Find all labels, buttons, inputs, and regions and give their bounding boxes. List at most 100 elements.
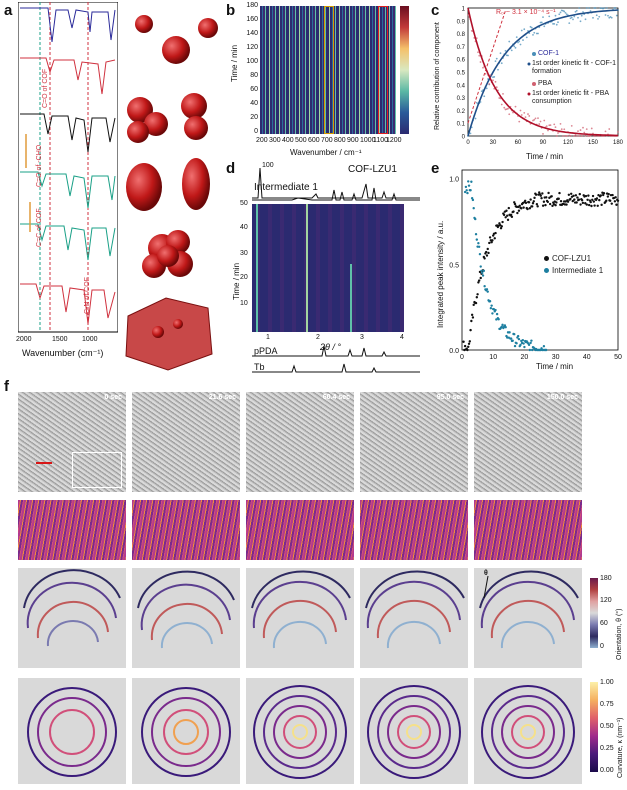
data-point-cof-lzu1 xyxy=(516,211,519,215)
stage-4-particles xyxy=(142,230,193,278)
y-axis-title: Time / min xyxy=(232,262,241,300)
legend-intermediate: Intermediate 1 xyxy=(544,266,603,275)
y-tick: 20 xyxy=(250,114,258,121)
data-point xyxy=(479,61,482,63)
data-point-cof-lzu1 xyxy=(547,191,550,195)
data-point xyxy=(469,132,472,135)
data-point xyxy=(475,101,478,104)
data-point-cof-lzu1 xyxy=(520,207,523,210)
y-tick-label: 0.9 xyxy=(457,19,466,25)
data-point xyxy=(533,118,536,121)
data-point xyxy=(563,128,566,131)
tick-label: 1500 xyxy=(52,336,68,343)
data-point-cof-lzu1 xyxy=(518,204,521,208)
data-point-intermediate xyxy=(466,191,469,195)
data-point xyxy=(603,7,606,9)
x-tick: 500 xyxy=(295,137,307,144)
data-point-intermediate xyxy=(481,274,485,277)
colorbar-tick: 60 xyxy=(600,620,608,627)
data-point xyxy=(569,135,572,137)
data-point-cof-lzu1 xyxy=(573,198,576,201)
time-label: 60.4 sec xyxy=(322,394,350,401)
data-point xyxy=(555,23,558,26)
curvature-map xyxy=(360,678,468,784)
curvature-map xyxy=(246,678,354,784)
x-tick: 1 xyxy=(266,334,270,341)
data-point-cof-lzu1 xyxy=(584,194,588,198)
data-point-cof-lzu1 xyxy=(576,196,579,199)
data-point xyxy=(579,20,582,23)
data-point-cof-lzu1 xyxy=(545,196,548,199)
data-point-cof-lzu1 xyxy=(512,210,515,213)
spectrum-1 xyxy=(20,7,116,43)
y-tick-label: 0.2 xyxy=(457,109,466,115)
data-point xyxy=(577,16,579,19)
panel-a: C=O of COF C=O of -CHO C=C of COF C-N of… xyxy=(16,2,228,378)
data-point-cof-lzu1 xyxy=(500,225,503,228)
data-point xyxy=(605,7,608,9)
data-point-cof-lzu1 xyxy=(477,279,481,282)
data-point xyxy=(500,62,503,65)
data-point-cof-lzu1 xyxy=(492,234,495,237)
data-point-cof-lzu1 xyxy=(493,237,496,240)
data-point xyxy=(513,45,516,48)
panel-e: 0.0 0.5 1.0 0 10 20 30 40 50 Integrated peak int… xyxy=(432,160,627,378)
data-point-cof-lzu1 xyxy=(538,191,541,194)
data-point-intermediate xyxy=(513,332,516,336)
data-point xyxy=(500,103,503,106)
data-point-cof-lzu1 xyxy=(479,276,482,280)
x-tick-label: 20 xyxy=(521,354,529,361)
x-axis-title: Time / min xyxy=(526,152,564,161)
filtered-image xyxy=(18,500,126,560)
intermediate-pattern xyxy=(252,187,420,201)
data-point xyxy=(583,131,586,134)
data-point xyxy=(489,74,492,77)
data-point-cof-lzu1 xyxy=(474,301,478,305)
chart-c: 0 0.1 0.2 0.3 0.4 0.5 0.6 0.7 0.8 0.9 1 0 30 60 90 120 1… xyxy=(457,7,624,147)
tick-label: 2000 xyxy=(16,336,32,343)
time-label: 150.0 sec xyxy=(546,394,578,401)
data-point-cof-lzu1 xyxy=(586,198,589,201)
data-point-cof-lzu1 xyxy=(571,199,574,203)
data-point-cof-lzu1 xyxy=(470,319,473,323)
data-point-cof-lzu1 xyxy=(540,196,543,200)
data-point-cof-lzu1 xyxy=(541,192,544,195)
data-point-intermediate xyxy=(495,312,499,316)
filtered-image xyxy=(474,500,582,560)
data-point xyxy=(617,131,619,133)
data-point-cof-lzu1 xyxy=(589,200,592,204)
filtered-image xyxy=(246,500,354,560)
data-point xyxy=(578,135,581,137)
data-point xyxy=(534,117,537,120)
data-point-cof-lzu1 xyxy=(486,247,489,251)
data-point-cof-lzu1 xyxy=(599,194,603,197)
y-tick-label: 0.6 xyxy=(457,58,466,64)
x-tick-label: 40 xyxy=(583,354,591,361)
data-point-intermediate xyxy=(463,190,467,194)
data-point-intermediate xyxy=(531,348,534,352)
y-tick-label: 0.8 xyxy=(457,32,466,38)
data-point-cof-lzu1 xyxy=(466,348,469,352)
spectrum-4 xyxy=(20,171,116,209)
data-point-cof-lzu1 xyxy=(593,204,596,207)
colorbar-tick: 0.50 xyxy=(600,723,614,730)
ftir-spectra xyxy=(18,2,118,333)
data-point xyxy=(520,114,523,116)
data-point xyxy=(590,127,593,130)
data-point xyxy=(575,9,578,12)
data-point-intermediate xyxy=(481,271,484,275)
data-point xyxy=(559,122,562,125)
x-tick-label: 60 xyxy=(515,140,522,146)
data-point xyxy=(523,111,526,114)
data-point xyxy=(527,113,529,115)
data-point-cof-lzu1 xyxy=(527,201,531,204)
data-point xyxy=(598,15,601,18)
data-point xyxy=(592,16,594,19)
data-point-cof-lzu1 xyxy=(591,198,594,202)
data-point xyxy=(552,22,554,25)
data-point-cof-lzu1 xyxy=(592,200,596,203)
x-axis-title: 2θ / ° xyxy=(320,342,341,352)
data-point xyxy=(474,117,477,120)
data-point-intermediate xyxy=(486,290,489,293)
data-point xyxy=(549,124,552,126)
